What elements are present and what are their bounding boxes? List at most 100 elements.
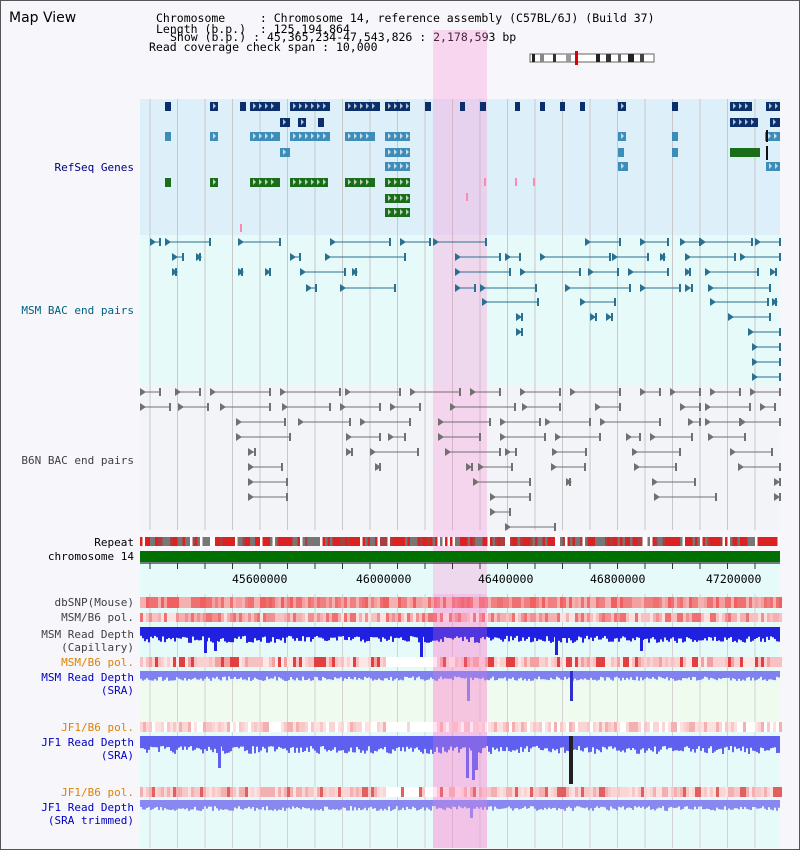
jf1-b6-pol-cell bbox=[272, 722, 275, 732]
repeat-segment bbox=[522, 537, 525, 546]
msm-depth-sra-bar bbox=[732, 671, 734, 679]
jf1-depth-sra-bar bbox=[706, 736, 708, 754]
jf1-depth-trim-bar bbox=[242, 800, 244, 810]
msm-depth-sra-bar bbox=[768, 671, 770, 680]
msm-b6-pol-cell bbox=[530, 657, 533, 667]
jf1-depth-sra-bar bbox=[478, 736, 480, 753]
repeat-segment bbox=[485, 537, 488, 546]
msm-depth-cap-bar bbox=[326, 627, 328, 641]
msm-b6-pol-cell bbox=[482, 657, 485, 667]
dbsnp-cell bbox=[575, 597, 578, 608]
track-label-msm-bac[interactable]: MSM BAC end pairs bbox=[2, 304, 134, 317]
jf1-b6-pol-cell bbox=[593, 722, 596, 732]
jf1-depth-trim-bar bbox=[208, 800, 210, 807]
msm-depth-cap-bar bbox=[676, 627, 678, 643]
msm-bac-pair-end bbox=[172, 253, 178, 261]
dbsnp-cell bbox=[458, 597, 461, 608]
jf1-depth-trim-bar bbox=[634, 800, 636, 807]
dbsnp-cell bbox=[374, 597, 377, 608]
dbsnp-cell bbox=[344, 597, 347, 608]
jf1-b6-pol-cell bbox=[449, 722, 452, 732]
b6n-bac-pair-end bbox=[509, 508, 511, 516]
repeat-segment bbox=[180, 537, 183, 546]
repeat-segment bbox=[340, 537, 343, 546]
dbsnp-cell bbox=[509, 597, 512, 608]
jf1-b6-pol-cell bbox=[692, 787, 695, 797]
jf1-depth-sra-bar bbox=[162, 736, 164, 747]
jf1-b6-pol-cell bbox=[635, 722, 638, 732]
jf1-b6-pol-cell bbox=[170, 787, 173, 797]
jf1-b6-pol-cell bbox=[314, 787, 317, 797]
b6n-bac-pair-end bbox=[569, 478, 571, 486]
jf1-depth-sra-bar bbox=[636, 736, 638, 754]
jf1-depth-sra-bar bbox=[752, 736, 754, 751]
msm-depth-cap-bar bbox=[500, 627, 502, 640]
jf1-b6-pol-cell bbox=[641, 722, 644, 732]
msm-b6-pol-cell bbox=[422, 657, 425, 667]
msm-depth-sra-bar bbox=[462, 671, 464, 679]
msm-b6-pol-cell bbox=[293, 613, 296, 622]
msm-b6-pol-cell bbox=[185, 657, 188, 667]
jf1-depth-trim-bar bbox=[298, 800, 300, 809]
repeat-segment bbox=[575, 537, 578, 546]
jf1-depth-sra-bar bbox=[216, 736, 218, 754]
msm-depth-sra-bar-spike bbox=[570, 671, 573, 701]
dbsnp-cell bbox=[611, 597, 614, 608]
msm-b6-pol-cell bbox=[287, 613, 290, 622]
msm-b6-pol-cell bbox=[236, 613, 239, 622]
jf1-depth-trim-bar bbox=[150, 800, 152, 810]
msm-depth-sra-bar bbox=[150, 671, 152, 681]
track-label-b6n-bac[interactable]: B6N BAC end pairs bbox=[2, 454, 134, 467]
dbsnp-cell bbox=[245, 597, 248, 608]
jf1-depth-sra-bar bbox=[626, 736, 628, 749]
gene-strand-arrow bbox=[733, 103, 736, 109]
msm-b6-pol-cell bbox=[356, 657, 359, 667]
msm-depth-cap-bar bbox=[598, 627, 600, 640]
msm-b6-pol-cell bbox=[596, 613, 599, 622]
jf1-b6-pol-cell bbox=[407, 787, 410, 797]
jf1-depth-sra-bar bbox=[594, 736, 596, 754]
repeat-segment bbox=[580, 537, 583, 546]
dbsnp-cell bbox=[515, 597, 518, 608]
msm-depth-sra-bar bbox=[596, 671, 598, 681]
msm-b6-pol-cell bbox=[260, 613, 263, 622]
jf1-depth-sra-bar bbox=[332, 736, 334, 750]
msm-b6-pol-cell bbox=[497, 613, 500, 622]
msm-depth-cap-bar bbox=[530, 627, 532, 643]
dbsnp-cell bbox=[425, 597, 428, 608]
jf1-depth-sra-bar bbox=[516, 736, 518, 750]
msm-b6-pol-cell bbox=[740, 613, 743, 622]
dbsnp-cell bbox=[185, 597, 188, 608]
repeat-segment bbox=[377, 537, 380, 546]
dbsnp-cell bbox=[608, 597, 611, 608]
msm-depth-sra-bar bbox=[760, 671, 762, 677]
msm-depth-sra-bar bbox=[674, 671, 676, 681]
b6n-bac-pair-end bbox=[438, 418, 444, 426]
repeat-segment bbox=[627, 537, 630, 546]
jf1-depth-sra-bar bbox=[294, 736, 296, 753]
msm-b6-pol-cell bbox=[158, 657, 161, 667]
jf1-b6-pol-cell bbox=[665, 787, 668, 797]
dbsnp-cell bbox=[707, 597, 710, 608]
b6n-bac-pair-end bbox=[779, 493, 781, 501]
dbsnp-cell bbox=[704, 597, 707, 608]
jf1-b6-pol-cell bbox=[383, 722, 386, 732]
dbsnp-cell bbox=[146, 597, 149, 608]
jf1-depth-trim-bar bbox=[376, 800, 378, 811]
jf1-depth-trim-bar bbox=[320, 800, 322, 810]
msm-b6-pol-cell bbox=[623, 613, 626, 622]
track-label-refseq[interactable]: RefSeq Genes bbox=[54, 161, 134, 174]
jf1-b6-pol-cell bbox=[677, 722, 680, 732]
gene-strand-arrow bbox=[265, 103, 268, 109]
msm-b6-pol-cell bbox=[614, 657, 617, 667]
msm-depth-cap-bar bbox=[322, 627, 324, 639]
jf1-b6-pol-cell bbox=[632, 787, 635, 797]
msm-bac-pair-end bbox=[199, 253, 201, 261]
msm-b6-pol-cell bbox=[593, 613, 596, 622]
jf1-b6-pol-cell bbox=[287, 722, 290, 732]
msm-bac-pair-end bbox=[685, 268, 691, 276]
gene-strand-arrow bbox=[271, 103, 274, 109]
dbsnp-cell bbox=[692, 597, 695, 608]
jf1-depth-trim-bar bbox=[280, 800, 282, 811]
